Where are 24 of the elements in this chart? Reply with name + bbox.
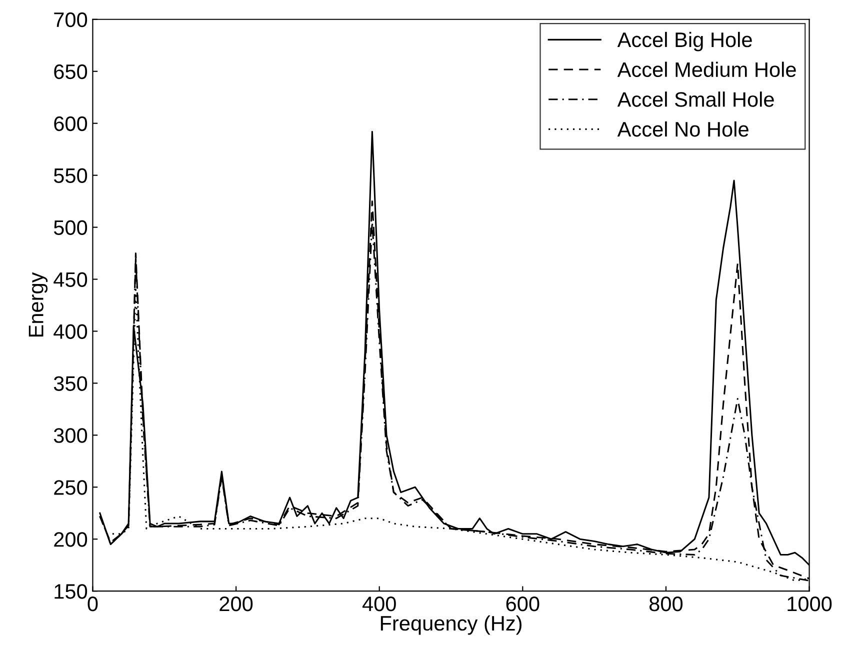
x-tick-label: 600 <box>506 596 540 612</box>
x-tick-label: 200 <box>220 596 253 612</box>
x-tick-label: 1000 <box>788 596 832 612</box>
x-axis-title: Frequency (Hz) <box>380 615 522 635</box>
y-tick-label: 500 <box>54 220 88 236</box>
y-tick-label: 400 <box>54 324 88 339</box>
y-tick-label: 550 <box>54 168 88 184</box>
legend-label: Accel No Hole <box>617 121 748 137</box>
y-tick-label: 250 <box>54 480 88 495</box>
x-tick-label: 400 <box>362 596 396 612</box>
y-tick-label: 450 <box>54 272 88 287</box>
legend-label: Accel Big Hole <box>617 32 752 52</box>
y-tick-label: 150 <box>54 584 88 599</box>
legend-label: Accel Small Hole <box>617 92 774 107</box>
y-axis-title: Energy <box>28 272 48 337</box>
y-tick-label: 700 <box>54 12 88 28</box>
y-tick-label: 300 <box>54 428 88 443</box>
y-tick-label: 200 <box>54 532 88 547</box>
x-tick-label: 0 <box>88 596 98 612</box>
y-tick-label: 600 <box>54 116 88 132</box>
legend-label: Accel Medium Hole <box>617 62 796 78</box>
y-tick-label: 650 <box>54 64 88 80</box>
x-tick-label: 800 <box>649 596 683 612</box>
y-tick-label: 350 <box>54 376 88 391</box>
